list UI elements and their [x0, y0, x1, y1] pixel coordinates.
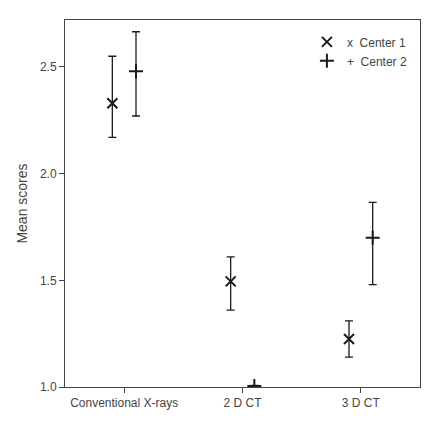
svg-text:Conventional X-rays: Conventional X-rays — [70, 396, 178, 410]
svg-text:1.0: 1.0 — [40, 380, 57, 394]
svg-text:2 D CT: 2 D CT — [223, 396, 262, 410]
svg-text:+ Center 2: + Center 2 — [347, 55, 407, 69]
svg-text:x Center 1: x Center 1 — [347, 36, 406, 50]
svg-text:Mean scores: Mean scores — [14, 163, 30, 243]
svg-text:2.5: 2.5 — [40, 60, 57, 74]
svg-text:2.0: 2.0 — [40, 167, 57, 181]
svg-text:3 D CT: 3 D CT — [342, 396, 381, 410]
svg-text:1.5: 1.5 — [40, 274, 57, 288]
